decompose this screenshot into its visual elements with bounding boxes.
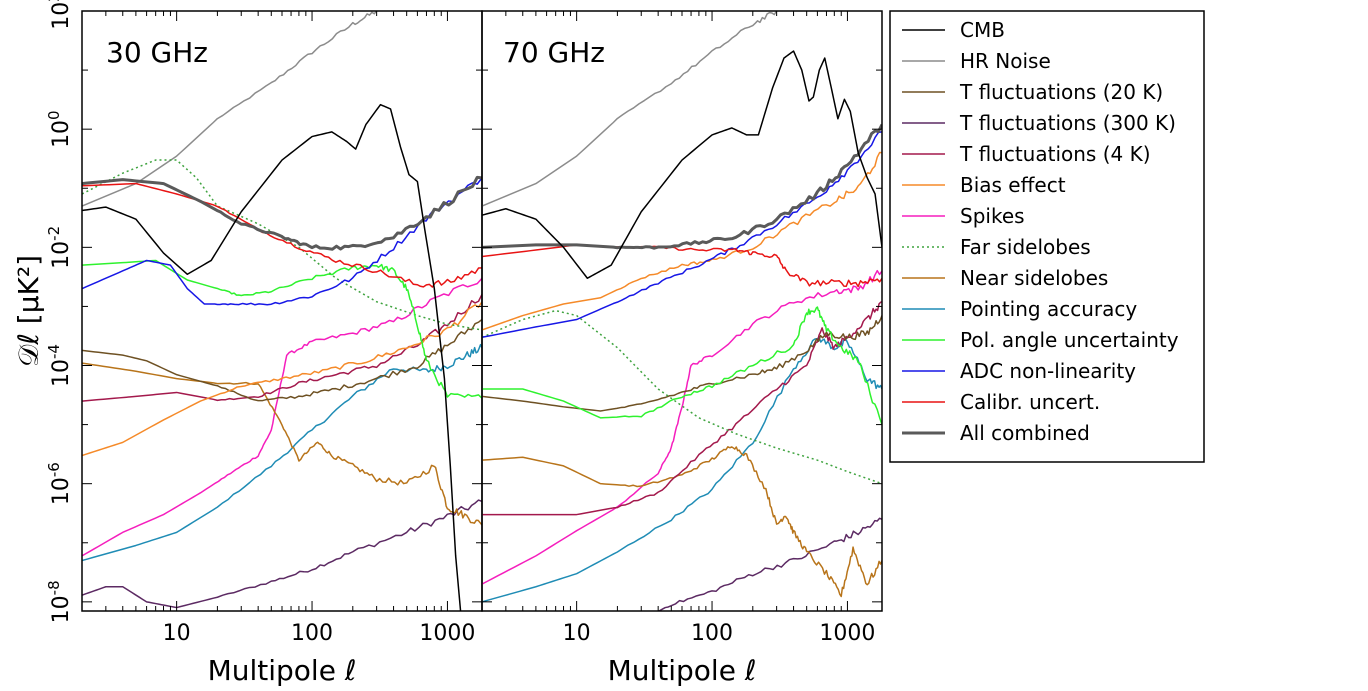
legend-frame: [889, 10, 1205, 463]
legend-label-point: Pointing accuracy: [960, 297, 1137, 321]
x-tick-label-30ghz: 100: [291, 621, 333, 646]
series-cmb-30ghz: [82, 103, 462, 611]
series-spikes-70ghz: [482, 269, 882, 585]
panel-30ghz: 10 100 1000 30 GHz Multipole ℓ: [81, 10, 483, 687]
legend-item-pol: Pol. angle uncertainty: [902, 328, 1179, 352]
legend-item-point: Pointing accuracy: [902, 297, 1137, 321]
legend-label-pol: Pol. angle uncertainty: [960, 328, 1179, 352]
y-tick-label: 100: [45, 110, 74, 148]
legend: CMB HR Noise T fluctuations (20 K) T fluctu…: [889, 10, 1205, 463]
series-near-70ghz: [482, 446, 882, 598]
ticks-30ghz: 10 100 1000: [81, 10, 482, 646]
x-tick-label-70ghz: 100: [691, 621, 733, 646]
series-pol-70ghz: [482, 306, 882, 425]
legend-label-hr: HR Noise: [960, 49, 1051, 73]
legend-item-bias: Bias effect: [902, 173, 1066, 197]
series-calib-30ghz: [82, 182, 482, 288]
series-adc-70ghz: [482, 131, 882, 339]
series-point-30ghz: [82, 343, 482, 562]
legend-label-cmb: CMB: [960, 18, 1005, 42]
x-tick-label-70ghz: 1000: [819, 621, 875, 646]
legend-label-adc: ADC non-linearity: [960, 359, 1136, 383]
x-tick-label-70ghz: 10: [563, 621, 591, 646]
series-hr-30ghz: [82, 11, 378, 207]
panel-title-30ghz: 30 GHz: [106, 36, 208, 69]
legend-item-calib: Calibr. uncert.: [902, 390, 1100, 414]
legend-label-spikes: Spikes: [960, 204, 1025, 228]
legend-label-t300: T fluctuations (300 K): [959, 111, 1176, 135]
x-tick-label-30ghz: 1000: [419, 621, 475, 646]
svg-text:10-4: 10-4: [45, 344, 74, 387]
series-bias-30ghz: [82, 301, 482, 457]
legend-item-adc: ADC non-linearity: [902, 359, 1136, 383]
legend-item-all: All combined: [902, 421, 1090, 445]
legend-item-spikes: Spikes: [902, 204, 1025, 228]
svg-text:102: 102: [45, 0, 74, 30]
series-t4-30ghz: [82, 294, 482, 402]
y-tick-labels: 102 100 10-2 10-4 10-6 10-8: [45, 0, 74, 623]
series-far-30ghz: [82, 159, 482, 331]
legend-item-hr: HR Noise: [902, 49, 1051, 73]
series-all-30ghz: [82, 175, 482, 251]
legend-label-t20: T fluctuations (20 K): [959, 80, 1163, 104]
series-t300-30ghz: [82, 499, 482, 609]
y-tick-label: 10-2: [45, 226, 74, 269]
series-hr-70ghz: [482, 11, 778, 207]
legend-item-t4: T fluctuations (4 K): [902, 142, 1151, 166]
svg-text:10-8: 10-8: [45, 580, 74, 623]
svg-text:10-6: 10-6: [45, 462, 74, 505]
series-pol-30ghz: [82, 259, 482, 399]
series-cmb-70ghz: [482, 50, 882, 279]
series-t20-70ghz: [482, 315, 882, 412]
legend-label-all: All combined: [960, 421, 1090, 445]
y-tick-label: 10-8: [45, 580, 74, 623]
y-tick-label: 10-6: [45, 462, 74, 505]
series-spikes-30ghz: [82, 277, 482, 557]
svg-text:100: 100: [45, 110, 74, 148]
panel-title-70ghz: 70 GHz: [503, 36, 605, 69]
axes-frame-30ghz: [81, 10, 483, 612]
y-tick-label: 10-4: [45, 344, 74, 387]
series-calib-70ghz: [482, 244, 882, 288]
panel-70ghz: 10 100 1000 70 GHz Multipole ℓ: [481, 10, 883, 687]
legend-label-bias: Bias effect: [960, 173, 1066, 197]
series-far-70ghz: [482, 309, 882, 485]
series-adc-30ghz: [82, 177, 482, 306]
y-axis-label: 𝒟ℓ [μK²]: [12, 255, 45, 367]
legend-label-calib: Calibr. uncert.: [960, 390, 1100, 414]
series-point-70ghz: [482, 336, 882, 603]
legend-item-far: Far sidelobes: [902, 235, 1091, 259]
y-tick-label: 102: [45, 0, 74, 30]
svg-text:10-2: 10-2: [45, 226, 74, 269]
legend-item-near: Near sidelobes: [902, 266, 1108, 290]
x-tick-label-30ghz: 10: [163, 621, 191, 646]
legend-label-far: Far sidelobes: [960, 235, 1091, 259]
legend-label-t4: T fluctuations (4 K): [959, 142, 1151, 166]
ticks-70ghz: 10 100 1000: [481, 10, 882, 646]
legend-item-t300: T fluctuations (300 K): [902, 111, 1176, 135]
x-axis-label-70ghz: Multipole ℓ: [608, 654, 757, 687]
series-group-70ghz: [482, 11, 882, 611]
x-axis-label-30ghz: Multipole ℓ: [208, 654, 357, 687]
legend-item-t20: T fluctuations (20 K): [902, 80, 1163, 104]
legend-label-near: Near sidelobes: [960, 266, 1108, 290]
series-group-30ghz: [82, 11, 482, 611]
axes-frame-70ghz: [481, 10, 883, 612]
series-bias-70ghz: [482, 151, 882, 331]
series-t20-30ghz: [82, 318, 482, 402]
series-all-70ghz: [482, 123, 882, 250]
legend-item-cmb: CMB: [902, 18, 1005, 42]
series-t300-70ghz: [656, 517, 882, 611]
